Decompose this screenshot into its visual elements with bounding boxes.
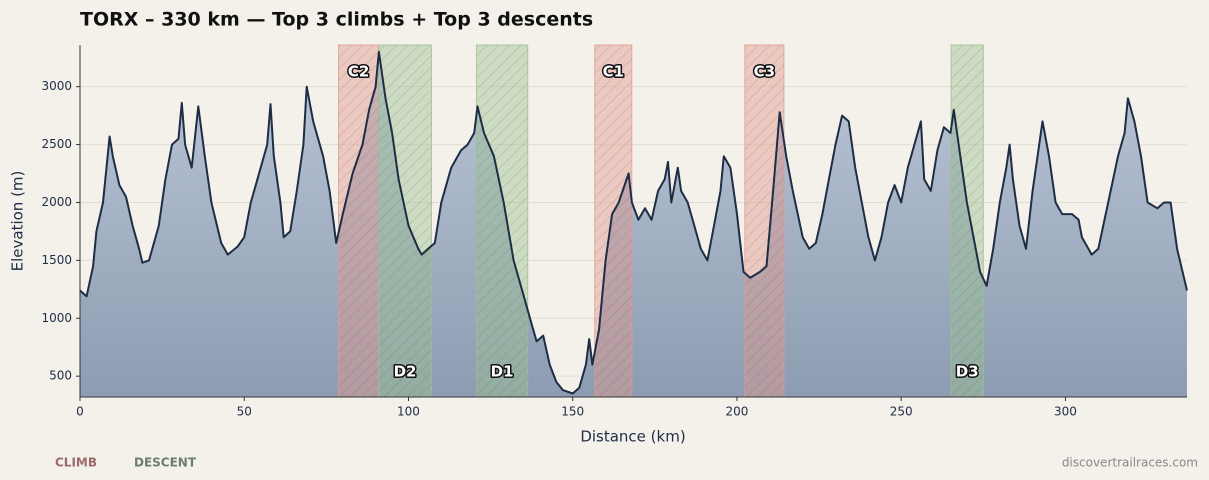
- band-label: C1: [603, 63, 624, 81]
- x-tick-label: 150: [561, 405, 584, 419]
- footer: discovertrailraces.com: [1062, 456, 1198, 470]
- band-label: D3: [956, 363, 979, 381]
- legend-label: DESCENT: [134, 456, 197, 470]
- band-label: C2: [348, 63, 369, 81]
- x-tick-label: 200: [726, 405, 749, 419]
- x-tick-label: 250: [890, 405, 913, 419]
- band-hatch: [594, 45, 632, 397]
- y-tick-label: 1500: [41, 253, 72, 267]
- band-label: D2: [394, 363, 417, 381]
- y-axis-label: Elevation (m): [9, 171, 27, 272]
- band-hatch: [744, 45, 784, 397]
- x-axis-label: Distance (km): [580, 428, 685, 446]
- x-tick-label: 100: [397, 405, 420, 419]
- x-tick-label: 0: [76, 405, 84, 419]
- band-hatch: [476, 45, 528, 397]
- band-hatch: [951, 45, 984, 397]
- band-hatch: [378, 45, 432, 397]
- x-tick-label: 300: [1054, 405, 1077, 419]
- profile-line: [79, 50, 1188, 395]
- band-label: C3: [754, 63, 775, 81]
- chart-title: TORX – 330 km — Top 3 climbs + Top 3 des…: [80, 9, 593, 31]
- band-label: D1: [491, 363, 514, 381]
- band-hatch: [338, 45, 379, 397]
- y-tick-label: 2000: [41, 195, 72, 209]
- y-tick-label: 500: [49, 369, 72, 383]
- x-tick-label: 50: [237, 405, 252, 419]
- y-tick-label: 2500: [41, 137, 72, 151]
- y-tick-label: 1000: [41, 311, 72, 325]
- y-tick-label: 3000: [41, 79, 72, 93]
- legend-label: CLIMB: [55, 456, 97, 470]
